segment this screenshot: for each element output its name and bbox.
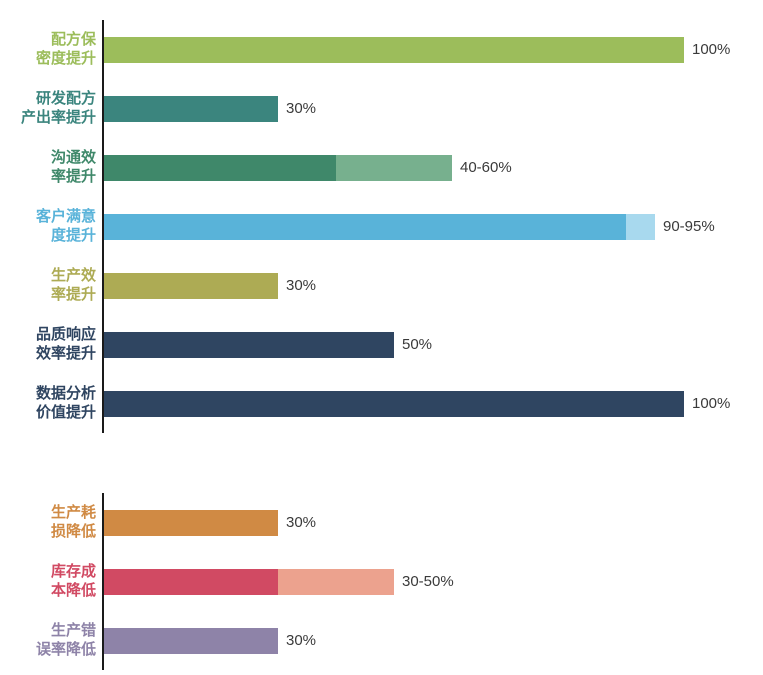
bar: 40-60% xyxy=(104,155,512,181)
axis-area: 30-50% xyxy=(102,552,733,611)
row-label-line1: 库存成 xyxy=(10,563,96,582)
row-label-line1: 配方保 xyxy=(10,31,96,50)
axis-area: 40-60% xyxy=(102,138,733,197)
bar: 50% xyxy=(104,332,432,358)
row-label: 沟通效率提升 xyxy=(10,149,102,187)
bar-segment xyxy=(104,37,684,63)
row-label: 生产耗损降低 xyxy=(10,504,102,542)
row-label-line2: 产出率提升 xyxy=(10,109,96,128)
row-label-line1: 生产耗 xyxy=(10,504,96,523)
row-label-line1: 研发配方 xyxy=(10,90,96,109)
bar-segment xyxy=(104,273,278,299)
chart-row: 库存成本降低 30-50% xyxy=(10,552,733,611)
value-label: 40-60% xyxy=(460,159,512,176)
row-label-line2: 误率降低 xyxy=(10,641,96,660)
bar-segment xyxy=(278,569,394,595)
value-label: 30-50% xyxy=(402,573,454,590)
bar: 30% xyxy=(104,273,316,299)
bar-segment xyxy=(336,155,452,181)
bar: 30% xyxy=(104,96,316,122)
chart-row: 品质响应效率提升 50% xyxy=(10,315,733,374)
bar-segment xyxy=(104,391,684,417)
axis-area: 90-95% xyxy=(102,197,733,256)
axis-area: 30% xyxy=(102,79,733,138)
row-label-line2: 密度提升 xyxy=(10,50,96,69)
row-label-line2: 率提升 xyxy=(10,168,96,187)
row-label: 生产错误率降低 xyxy=(10,622,102,660)
bar-segment xyxy=(104,569,278,595)
row-label-line1: 品质响应 xyxy=(10,326,96,345)
axis-area: 100% xyxy=(102,20,733,79)
chart-row: 数据分析价值提升 100% xyxy=(10,374,733,433)
axis-area: 100% xyxy=(102,374,733,433)
row-label-line1: 生产错 xyxy=(10,622,96,641)
row-label: 客户满意度提升 xyxy=(10,208,102,246)
value-label: 30% xyxy=(286,277,316,294)
bar-segment xyxy=(104,628,278,654)
bar-segment xyxy=(626,214,655,240)
chart-row: 研发配方产出率提升 30% xyxy=(10,79,733,138)
value-label: 30% xyxy=(286,100,316,117)
bar: 100% xyxy=(104,37,730,63)
chart-row: 生产效率提升 30% xyxy=(10,256,733,315)
chart-row: 沟通效率提升 40-60% xyxy=(10,138,733,197)
bar-segment xyxy=(104,510,278,536)
row-label: 生产效率提升 xyxy=(10,267,102,305)
value-label: 100% xyxy=(692,41,730,58)
bar-segment xyxy=(104,96,278,122)
axis-area: 30% xyxy=(102,611,733,670)
row-label-line1: 生产效 xyxy=(10,267,96,286)
axis-area: 50% xyxy=(102,315,733,374)
chart-group-reductions: 生产耗损降低 30% 库存成本降低 30-50% 生产错误率降低 30% xyxy=(10,493,733,670)
value-label: 90-95% xyxy=(663,218,715,235)
bar-segment xyxy=(104,155,336,181)
row-label-line2: 损降低 xyxy=(10,523,96,542)
row-label: 库存成本降低 xyxy=(10,563,102,601)
row-label-line2: 率提升 xyxy=(10,286,96,305)
row-label: 研发配方产出率提升 xyxy=(10,90,102,128)
value-label: 30% xyxy=(286,514,316,531)
row-label: 配方保密度提升 xyxy=(10,31,102,69)
chart-row: 客户满意度提升 90-95% xyxy=(10,197,733,256)
row-label: 品质响应效率提升 xyxy=(10,326,102,364)
bar: 30% xyxy=(104,510,316,536)
bar-segment xyxy=(104,332,394,358)
value-label: 50% xyxy=(402,336,432,353)
row-label-line1: 数据分析 xyxy=(10,385,96,404)
row-label-line2: 价值提升 xyxy=(10,404,96,423)
bar: 30% xyxy=(104,628,316,654)
value-label: 100% xyxy=(692,395,730,412)
chart-row: 生产错误率降低 30% xyxy=(10,611,733,670)
row-label-line2: 效率提升 xyxy=(10,345,96,364)
bar: 90-95% xyxy=(104,214,715,240)
row-label-line2: 度提升 xyxy=(10,227,96,246)
chart-row: 生产耗损降低 30% xyxy=(10,493,733,552)
bar-segment xyxy=(104,214,626,240)
axis-area: 30% xyxy=(102,256,733,315)
row-label-line1: 沟通效 xyxy=(10,149,96,168)
bar: 100% xyxy=(104,391,730,417)
bar: 30-50% xyxy=(104,569,454,595)
chart-row: 配方保密度提升 100% xyxy=(10,20,733,79)
value-label: 30% xyxy=(286,632,316,649)
row-label: 数据分析价值提升 xyxy=(10,385,102,423)
row-label-line1: 客户满意 xyxy=(10,208,96,227)
axis-area: 30% xyxy=(102,493,733,552)
chart-group-improvements: 配方保密度提升100%研发配方产出率提升30%沟通效率提升40-60%客户满意度… xyxy=(10,20,733,433)
row-label-line2: 本降低 xyxy=(10,582,96,601)
